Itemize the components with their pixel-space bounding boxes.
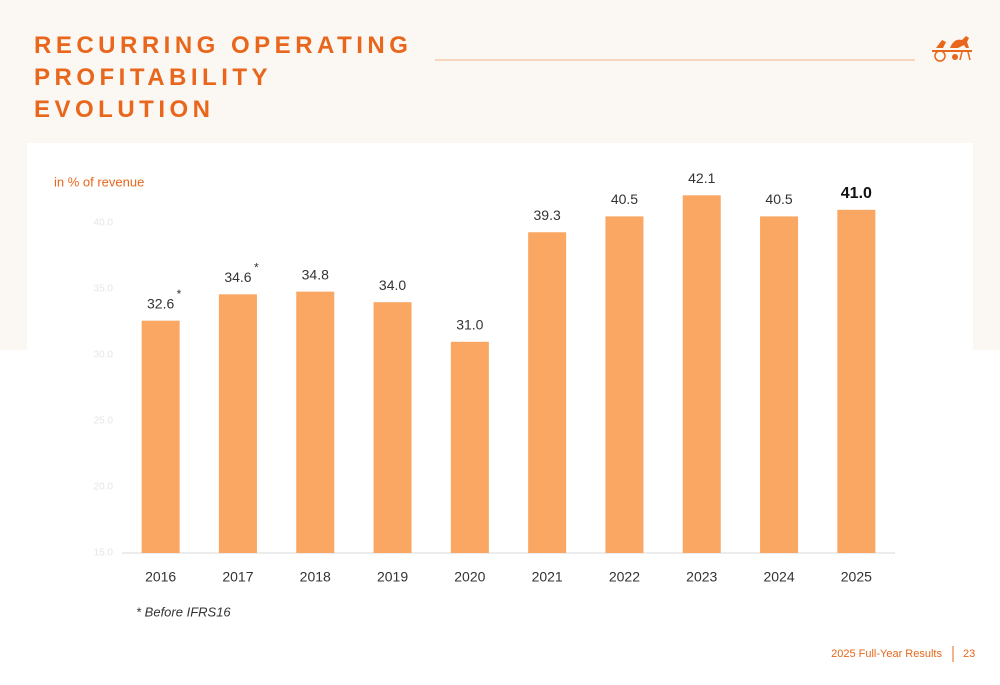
bar bbox=[528, 232, 567, 554]
y-tick-label: 20.0 bbox=[94, 482, 114, 493]
slide-title: RECURRING OPERATING PROFITABILITY EVOLUT… bbox=[34, 32, 413, 123]
value-label-mark: * bbox=[254, 260, 259, 274]
y-tick-label: 40.0 bbox=[94, 218, 114, 229]
unit-label: in % of revenue bbox=[54, 174, 144, 189]
page-number: 23 bbox=[963, 648, 975, 660]
value-label-mark: * bbox=[177, 287, 182, 301]
chart-panel bbox=[27, 143, 973, 685]
x-tick-label: 2021 bbox=[532, 569, 563, 585]
x-tick-label: 2017 bbox=[222, 569, 253, 585]
logo bbox=[932, 36, 972, 62]
bar bbox=[837, 209, 876, 554]
x-tick-label: 2018 bbox=[300, 569, 331, 585]
value-label: 34.8 bbox=[302, 266, 329, 282]
value-label: 34.6 bbox=[224, 269, 251, 285]
bar bbox=[218, 294, 257, 553]
x-tick-label: 2020 bbox=[454, 569, 485, 585]
x-tick-label: 2022 bbox=[609, 569, 640, 585]
footnote: * Before IFRS16 bbox=[136, 604, 231, 619]
bar bbox=[760, 216, 799, 553]
value-label: 40.5 bbox=[765, 191, 792, 207]
y-tick-label: 25.0 bbox=[94, 416, 114, 427]
value-label: 31.0 bbox=[456, 317, 483, 333]
value-label: 40.5 bbox=[611, 191, 638, 207]
bar bbox=[141, 320, 180, 553]
bar bbox=[682, 195, 721, 553]
x-tick-label: 2025 bbox=[841, 569, 872, 585]
y-tick-label: 35.0 bbox=[94, 284, 114, 295]
value-label: 32.6 bbox=[147, 295, 174, 311]
bar bbox=[605, 216, 644, 553]
bar bbox=[373, 302, 412, 553]
x-tick-label: 2019 bbox=[377, 569, 408, 585]
value-label: 42.1 bbox=[688, 170, 715, 186]
value-label: 34.0 bbox=[379, 277, 406, 293]
y-tick-label: 30.0 bbox=[94, 350, 114, 361]
footer-text: 2025 Full-Year Results bbox=[831, 648, 942, 660]
x-tick-label: 2023 bbox=[686, 569, 717, 585]
x-tick-label: 2016 bbox=[145, 569, 176, 585]
bar bbox=[296, 291, 335, 553]
x-tick-label: 2024 bbox=[763, 569, 794, 585]
bar bbox=[450, 341, 489, 553]
value-label: 39.3 bbox=[534, 207, 561, 223]
value-label: 41.0 bbox=[841, 185, 872, 202]
y-tick-label: 15.0 bbox=[94, 548, 114, 559]
